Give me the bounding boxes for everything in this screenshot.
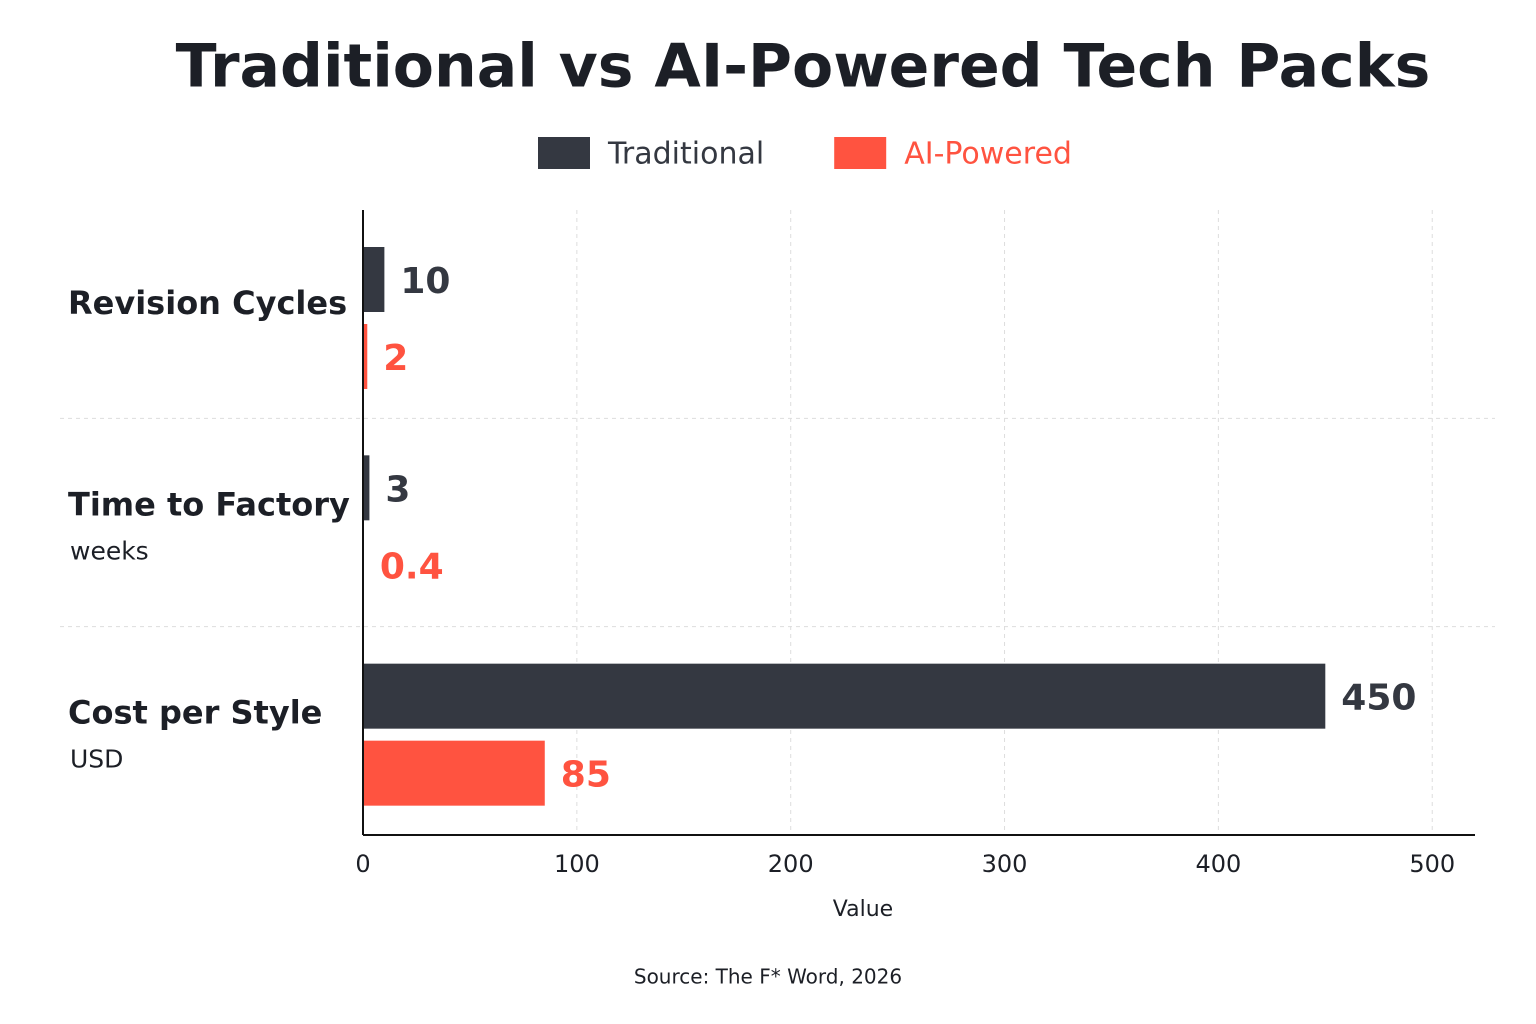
value-label: 450 xyxy=(1341,678,1416,719)
category-label: Revision Cycles xyxy=(68,284,347,322)
bar xyxy=(363,663,1326,729)
chart-title: Traditional vs AI-Powered Tech Packs xyxy=(176,32,1431,102)
value-label: 3 xyxy=(385,469,410,510)
legend-label: Traditional xyxy=(607,137,764,172)
category-unit: USD xyxy=(70,745,123,774)
value-label: 10 xyxy=(400,261,450,302)
x-tick-label: 300 xyxy=(982,850,1028,878)
value-label: 85 xyxy=(561,755,611,796)
legend-label: AI-Powered xyxy=(904,137,1072,172)
bar xyxy=(363,247,385,312)
bar xyxy=(363,455,370,521)
legend-swatch xyxy=(834,137,887,169)
bar xyxy=(363,740,545,806)
value-label: 0.4 xyxy=(380,546,444,587)
value-label: 2 xyxy=(383,338,408,379)
x-tick-label: 400 xyxy=(1195,850,1241,878)
bar xyxy=(363,324,368,389)
legend-swatch xyxy=(538,137,590,169)
category-label: Time to Factory xyxy=(68,485,350,523)
x-tick-label: 0 xyxy=(355,850,370,878)
x-tick-label: 200 xyxy=(768,850,814,878)
source: Source: The F* Word, 2026 xyxy=(634,965,902,989)
x-tick-label: 500 xyxy=(1409,850,1455,878)
x-axis-label: Value xyxy=(833,897,893,922)
category-label: Cost per Style xyxy=(68,694,322,732)
category-unit: weeks xyxy=(70,536,149,565)
x-tick-label: 100 xyxy=(554,850,600,878)
